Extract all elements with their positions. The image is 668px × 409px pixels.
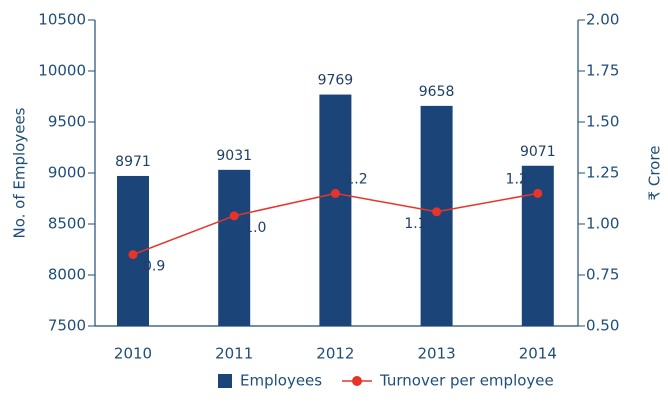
- line-value-label: 1.2: [345, 171, 367, 187]
- legend-swatch: [352, 376, 362, 386]
- y-axis-label: No. of Employees: [11, 107, 29, 238]
- y-tick-label: 10000: [38, 62, 86, 80]
- bar: [218, 169, 251, 326]
- line-value-label: 1.1: [404, 216, 426, 232]
- y-tick-label: 7500: [48, 317, 86, 335]
- line-value-label: 1.0: [244, 220, 266, 236]
- y-tick-label: 8000: [48, 266, 86, 284]
- legend-label: Turnover per employee: [379, 372, 554, 390]
- y2-tick-label: 1.00: [586, 215, 619, 233]
- line-point: [432, 207, 442, 217]
- line-point: [128, 250, 138, 260]
- y2-tick-label: 2.00: [586, 11, 619, 29]
- y-tick-label: 8500: [48, 215, 86, 233]
- x-tick-label: 2011: [215, 345, 253, 363]
- line-point: [533, 188, 543, 198]
- line-point: [330, 188, 340, 198]
- bar-value-label: 9031: [216, 148, 252, 164]
- y2-tick-label: 1.75: [586, 62, 619, 80]
- y2-tick-label: 0.75: [586, 266, 619, 284]
- y2-axis-label: ₹ Crore: [646, 146, 664, 201]
- y-tick-label: 9500: [48, 113, 86, 131]
- x-tick-label: 2013: [418, 345, 456, 363]
- y2-tick-label: 1.50: [586, 113, 619, 131]
- x-tick-label: 2014: [519, 345, 557, 363]
- x-tick-label: 2012: [316, 345, 354, 363]
- legend-label: Employees: [240, 372, 322, 390]
- y-tick-label: 9000: [48, 164, 86, 182]
- legend-swatch: [218, 374, 232, 388]
- bar: [319, 94, 352, 326]
- y-tick-label: 10500: [38, 11, 86, 29]
- line-value-label: 1.2: [506, 171, 528, 187]
- line-point: [229, 211, 239, 221]
- bar-value-label: 9071: [520, 144, 556, 160]
- line-value-label: 0.9: [143, 259, 165, 275]
- bar-value-label: 8971: [115, 154, 151, 170]
- y2-tick-label: 0.50: [586, 317, 619, 335]
- bar-value-label: 9658: [419, 84, 455, 100]
- y2-tick-label: 1.25: [586, 164, 619, 182]
- bar-value-label: 9769: [318, 73, 354, 89]
- x-tick-label: 2010: [114, 345, 152, 363]
